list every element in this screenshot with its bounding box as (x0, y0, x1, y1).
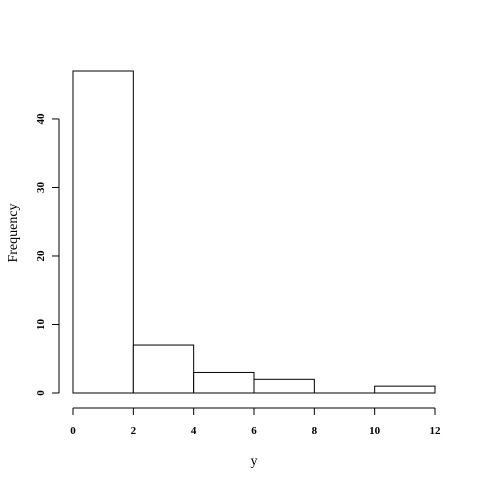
x-tick-label: 10 (369, 425, 381, 437)
y-tick-label: 20 (35, 250, 47, 262)
y-tick-label: 40 (35, 113, 47, 125)
histogram-bar (132, 344, 195, 394)
y-axis: 0 10 20 30 40 (35, 113, 60, 396)
histogram-bar (253, 378, 315, 394)
x-tick-label: 2 (131, 425, 137, 437)
x-tick-label: 4 (191, 425, 197, 437)
x-tick-label: 6 (251, 425, 257, 437)
x-tick-label: 8 (312, 425, 318, 437)
x-tick-label: 0 (70, 425, 76, 437)
x-axis-title: y (251, 454, 258, 469)
x-axis: 0 2 4 6 8 10 12 (70, 407, 442, 437)
y-tick-label: 10 (35, 318, 47, 330)
y-axis-title: Frequency (6, 203, 21, 262)
y-tick-label: 0 (35, 390, 47, 396)
histogram-bar (193, 371, 255, 394)
histogram-bar (374, 385, 436, 394)
y-tick-label: 30 (35, 181, 47, 193)
histogram-bars (72, 70, 436, 394)
x-tick-label: 12 (430, 425, 442, 437)
histogram-bar (72, 70, 134, 394)
